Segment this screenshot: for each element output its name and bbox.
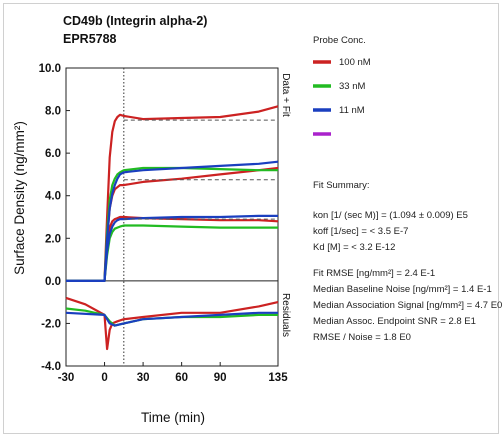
- x-tick-label: 60: [175, 372, 188, 384]
- summary-koff: koff [1/sec] = < 3.5 E-7: [313, 226, 408, 237]
- summary-fit-rmse: Fit RMSE [ng/mm²] = 2.4 E-1: [313, 268, 435, 279]
- series-line-11-nm: [66, 160, 279, 282]
- y-tick-label: 0.0: [45, 276, 61, 288]
- summary-association-signal: Median Association Signal [ng/mm²] = 4.7…: [313, 300, 502, 311]
- x-tick-label: 30: [137, 372, 150, 384]
- fit-summary-title: Fit Summary:: [313, 180, 369, 191]
- fit-summary: Fit Summary: kon [1/ (sec M)] = (1.094 ±…: [313, 180, 502, 343]
- legend-title: Probe Conc.: [313, 35, 366, 46]
- y-tick-label: 10.0: [39, 63, 61, 75]
- x-tick-label: 90: [214, 372, 227, 384]
- chart-subtitle: EPR5788: [63, 32, 117, 46]
- x-tick-label: 0: [101, 372, 107, 384]
- y-tick-label: 2.0: [45, 233, 61, 245]
- y-axis-title: Surface Density (ng/mm²): [12, 121, 27, 275]
- series-line-33-nm: [66, 166, 278, 282]
- series-line-100-nm-residual: [65, 296, 279, 351]
- series-line-100-nm: [66, 105, 279, 282]
- series-line-11-nm-residual: [65, 311, 278, 327]
- summary-kd: Kd [M] = < 3.2 E-12: [313, 242, 395, 253]
- y-tick-label: -2.0: [41, 318, 61, 330]
- legend-label-11nm: 11 nM: [339, 105, 365, 116]
- figure-frame: [3, 3, 499, 434]
- legend-label-33nm: 33 nM: [339, 81, 365, 92]
- x-axis-title: Time (min): [141, 410, 205, 425]
- plot-layer: 10.0 8.0 6.0 4.0 2.0 0.0 -2.0 -4.0-30 0 30 60 90 135: [39, 63, 289, 384]
- summary-endpoint-snr: Median Assoc. Endpoint SNR = 2.8 E1: [313, 316, 476, 327]
- residuals-side-label: Residuals: [280, 293, 291, 337]
- series-line-11-nm: [66, 214, 278, 282]
- y-tick-label: -4.0: [41, 361, 61, 373]
- series-line-33-nm: [66, 224, 278, 282]
- summary-baseline-noise: Median Baseline Noise [ng/mm²] = 1.4 E-1: [313, 284, 492, 295]
- data-fit-side-label: Data + Fit: [280, 73, 291, 117]
- y-tick-label: 6.0: [45, 148, 61, 160]
- legend: Probe Conc. 100 nM 33 nM 11 nM: [313, 35, 371, 136]
- y-tick-label: 8.0: [45, 106, 61, 118]
- x-tick-label: -30: [58, 372, 75, 384]
- y-tick-label: 4.0: [45, 191, 61, 203]
- legend-label-100nm: 100 nM: [339, 57, 371, 68]
- x-tick-label: 135: [268, 372, 288, 384]
- summary-kon: kon [1/ (sec M)] = (1.094 ± 0.009) E5: [313, 210, 468, 221]
- series-line-100-nm: [66, 166, 279, 282]
- chart-title: CD49b (Integrin alpha-2): [63, 14, 207, 28]
- summary-rmse-noise: RMSE / Noise = 1.8 E0: [313, 332, 411, 343]
